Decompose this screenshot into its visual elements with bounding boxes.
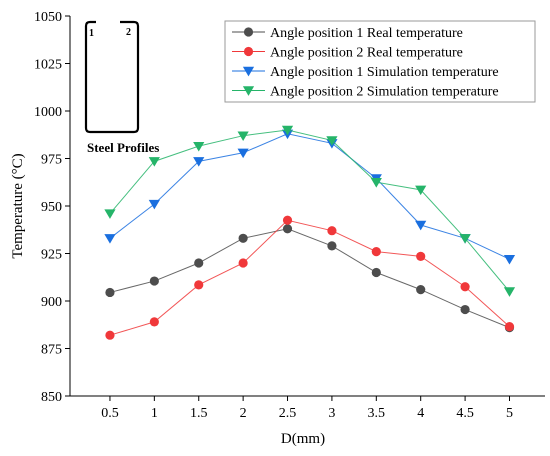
legend-item: Angle position 2 Real temperature — [232, 46, 463, 61]
x-tick-label: 4 — [417, 406, 424, 421]
data-point — [503, 255, 516, 265]
series-line — [109, 133, 510, 260]
series-layer — [104, 125, 516, 340]
data-point — [105, 330, 115, 340]
data-point — [237, 148, 249, 159]
data-point — [327, 226, 337, 236]
x-tick-label: 1 — [151, 406, 158, 421]
y-axis-title: Temperature (°C) — [10, 153, 26, 258]
data-point — [459, 234, 471, 244]
x-ticks: 0.5 1 1.5 2 2.5 3 3.5 4 4.5 5 — [101, 396, 513, 421]
data-point — [193, 141, 205, 152]
data-point — [194, 258, 204, 268]
legend-items: Angle position 1 Real temperature Angle p… — [232, 26, 499, 100]
y-tick-label: 925 — [41, 248, 62, 263]
x-tick-label: 2 — [240, 406, 247, 421]
x-tick-label: 5 — [506, 406, 513, 421]
steel-profile-shape — [84, 20, 140, 134]
data-point — [149, 317, 159, 327]
x-tick-label: 3 — [328, 406, 335, 421]
data-point — [238, 233, 248, 243]
x-tick-label: 4.5 — [456, 406, 474, 421]
x-tick-label: 0.5 — [101, 406, 119, 421]
y-ticks: 850 875 900 925 950 975 1000 1025 1050 — [34, 10, 70, 405]
data-point — [282, 215, 293, 225]
y-tick-label: 1050 — [34, 10, 62, 25]
data-point — [148, 199, 160, 210]
data-point — [416, 285, 426, 295]
legend-marker — [242, 86, 255, 96]
inset-label-1: 1 — [89, 28, 94, 39]
y-tick-label: 950 — [41, 200, 62, 215]
y-tick-label: 1025 — [34, 58, 62, 73]
series-line — [109, 129, 510, 292]
series-line — [109, 219, 510, 336]
legend-item: Angle position 2 Simulation temperature — [232, 85, 499, 100]
data-point — [104, 234, 116, 244]
y-tick-label: 850 — [41, 390, 62, 405]
legend-marker — [243, 46, 254, 57]
legend-label: Angle position 2 Simulation temperature — [270, 85, 499, 100]
y-tick-label: 875 — [41, 343, 62, 358]
data-point — [104, 209, 116, 219]
steel-profile-inset: 1 2 Steel Profiles — [84, 20, 159, 155]
y-tick-label: 975 — [41, 153, 62, 168]
data-point — [503, 287, 516, 297]
data-point — [415, 185, 427, 196]
x-tick-label: 3.5 — [368, 406, 386, 421]
data-point — [416, 251, 426, 261]
series-line — [109, 228, 510, 329]
data-point — [371, 267, 381, 278]
inset-label-2: 2 — [126, 27, 131, 38]
inset-caption: Steel Profiles — [87, 140, 159, 155]
data-point — [193, 157, 205, 167]
data-point — [238, 258, 248, 268]
y-tick-label: 900 — [41, 295, 62, 310]
data-point — [282, 224, 293, 234]
series-2 — [105, 215, 515, 340]
legend-item: Angle position 1 Simulation temperature — [232, 65, 499, 80]
x-tick-label: 2.5 — [279, 406, 297, 421]
legend-label: Angle position 1 Simulation temperature — [270, 65, 499, 80]
data-point — [371, 247, 381, 257]
data-point — [281, 125, 294, 136]
y-tick-label: 1000 — [34, 105, 62, 120]
data-point — [460, 304, 470, 315]
data-point — [149, 276, 159, 286]
legend-label: Angle position 2 Real temperature — [270, 46, 463, 61]
data-point — [370, 178, 382, 188]
data-point — [415, 220, 427, 231]
data-point — [327, 241, 337, 251]
data-point — [194, 280, 204, 290]
data-point — [105, 287, 115, 298]
legend-label: Angle position 1 Real temperature — [270, 26, 463, 41]
series-3 — [104, 129, 516, 265]
legend-marker — [242, 66, 255, 77]
legend-marker — [243, 27, 254, 37]
x-axis-title: D(mm) — [281, 431, 325, 447]
legend-box — [224, 20, 536, 103]
x-tick-label: 1.5 — [190, 406, 208, 421]
data-point — [148, 157, 160, 167]
legend: Angle position 1 Real temperature Angle p… — [224, 20, 536, 103]
data-point — [237, 131, 249, 142]
data-point — [460, 282, 470, 292]
series-4 — [104, 125, 516, 297]
data-point — [504, 322, 515, 332]
legend-item: Angle position 1 Real temperature — [232, 26, 463, 41]
data-point — [326, 136, 338, 146]
